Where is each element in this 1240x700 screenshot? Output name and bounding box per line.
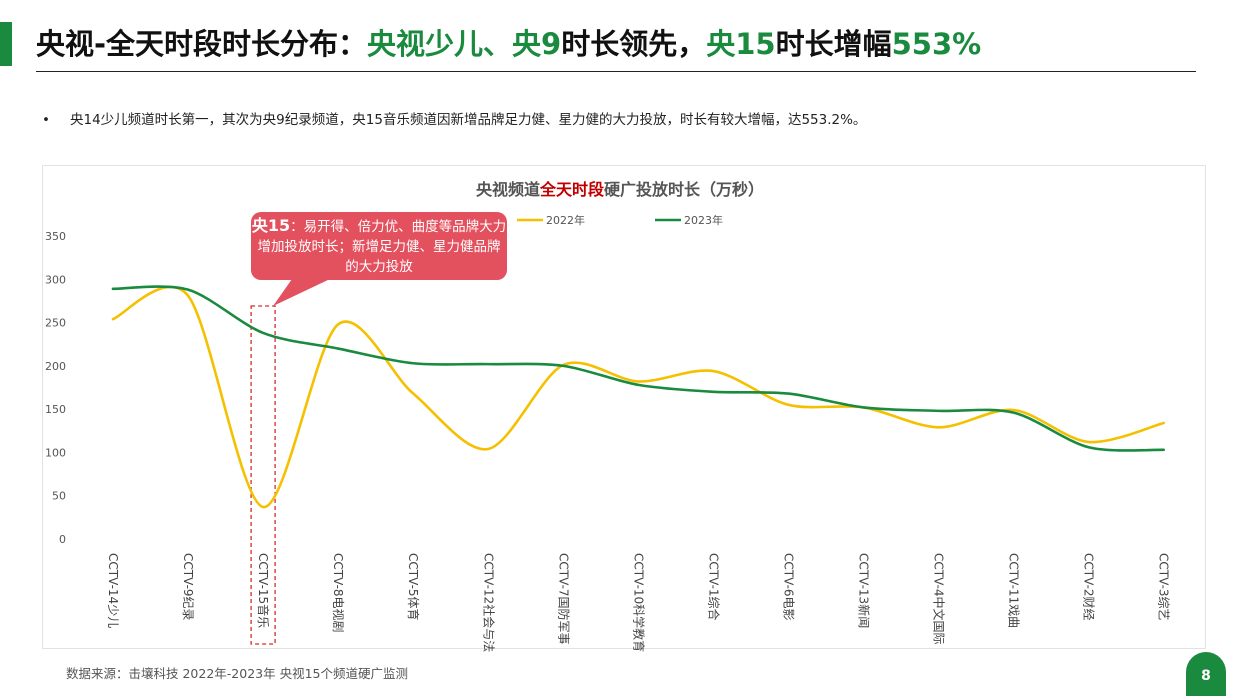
page-title: 央视-全天时段时长分布：央视少儿、央9时长领先，央15时长增幅553%	[36, 27, 982, 61]
highlight-box	[250, 305, 276, 645]
x-category-label: CCTV-1综合	[706, 553, 721, 621]
series-line-2023	[111, 285, 1165, 452]
x-category-label: CCTV-11戏曲	[1007, 553, 1021, 628]
legend-label: 2022年	[546, 213, 585, 227]
bullet-marker: •	[42, 112, 50, 128]
x-category-label: CCTV-7国防军事	[556, 553, 571, 645]
bullet-text: 央14少儿频道时长第一，其次为央9纪录频道，央15音乐频道因新增品牌足力健、星力…	[70, 112, 867, 128]
x-category-label: CCTV-10科学教育	[631, 553, 646, 652]
y-tick-label: 250	[45, 317, 66, 330]
callout-bold: 央15	[251, 216, 291, 235]
x-category-label: CCTV-8电视剧	[331, 553, 346, 633]
y-tick-label: 100	[45, 446, 66, 459]
chart-title: 央视频道全天时段硬广投放时长（万秒）	[475, 180, 765, 199]
annotation-callout: 央15：易开得、倍力优、曲度等品牌大力增加投放时长；新增足力健、星力健品牌的大力…	[251, 212, 507, 280]
bullet-point: • 央14少儿频道时长第一，其次为央9纪录频道，央15音乐频道因新增品牌足力健、星…	[42, 108, 866, 128]
x-category-label: CCTV-9纪录	[181, 553, 195, 621]
y-tick-label: 0	[59, 533, 66, 546]
x-category-label: CCTV-13新闻	[857, 553, 872, 628]
x-category-label: CCTV-2财经	[1082, 553, 1096, 621]
callout-pointer	[273, 279, 330, 306]
data-source: 数据来源：击壤科技 2022年-2023年 央视15个频道硬广监测	[66, 666, 408, 681]
title-divider	[36, 71, 1196, 72]
page-number: 8	[1186, 652, 1226, 696]
x-category-label: CCTV-4中文国际	[932, 553, 947, 645]
x-category-label: CCTV-15音乐	[256, 553, 271, 628]
legend-label: 2023年	[684, 213, 723, 227]
y-tick-label: 200	[45, 360, 66, 373]
y-tick-label: 50	[52, 490, 66, 503]
y-tick-label: 350	[45, 230, 66, 243]
x-category-label: CCTV-12社会与法	[481, 553, 496, 652]
chart-container	[42, 165, 1206, 649]
x-category-label: CCTV-5体育	[406, 553, 421, 621]
y-tick-label: 300	[45, 273, 66, 286]
y-tick-label: 150	[45, 403, 66, 416]
x-category-label: CCTV-3综艺	[1157, 553, 1171, 621]
callout-text: ：易开得、倍力优、曲度等品牌大力增加投放时长；新增足力健、星力健品牌的大力投放	[257, 219, 507, 275]
accent-bar	[0, 22, 12, 66]
x-category-label: CCTV-14少儿	[106, 553, 120, 628]
series-line-2022	[111, 285, 1165, 509]
x-category-label: CCTV-6电影	[781, 553, 795, 621]
